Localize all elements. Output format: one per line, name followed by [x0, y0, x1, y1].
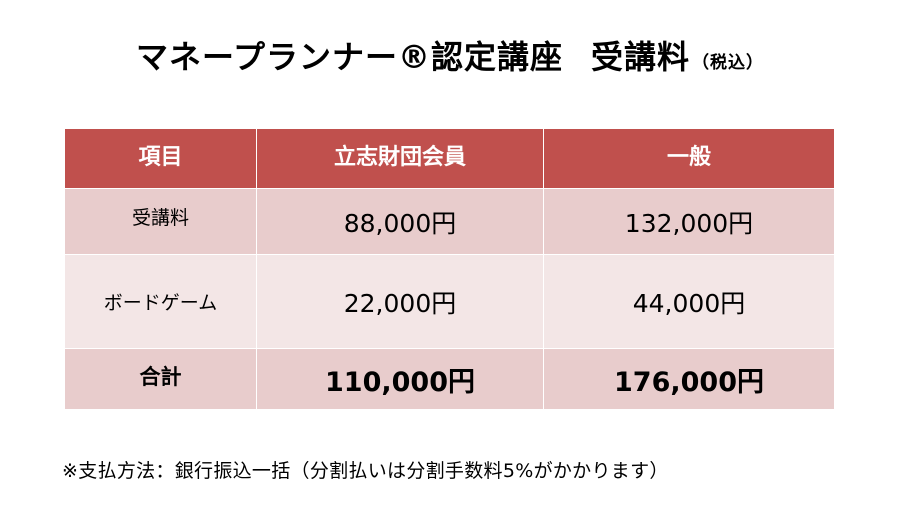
header-member: 立志財団会員	[256, 128, 544, 189]
header-item: 項目	[64, 128, 257, 189]
fee-table: 項目 立志財団会員 一般 受講料 88,000円 132,000円 ボードゲーム…	[64, 128, 835, 410]
row-label: 受講料	[64, 188, 257, 255]
table-row-total: 合計 110,000円 176,000円	[64, 348, 835, 410]
header-general: 一般	[543, 128, 835, 189]
payment-note: ※支払方法：銀行振込一括（分割払いは分割手数料5%がかかります）	[62, 460, 669, 482]
member-price: 22,000円	[256, 254, 544, 349]
member-price: 88,000円	[256, 188, 544, 255]
fee-title: 受講料	[591, 38, 691, 76]
general-price: 44,000円	[543, 254, 835, 349]
row-label: ボードゲーム	[64, 254, 257, 349]
page-title: マネープランナー®認定講座 受講料 （税込）	[0, 32, 900, 78]
tax-included-note: （税込）	[692, 53, 765, 73]
course-name: マネープランナー®認定講座	[135, 38, 564, 76]
table-header-row: 項目 立志財団会員 一般	[64, 128, 835, 189]
general-total: 176,000円	[543, 348, 835, 410]
table-row-boardgame: ボードゲーム 22,000円 44,000円	[64, 254, 835, 349]
row-label: 合計	[64, 348, 257, 410]
member-total: 110,000円	[256, 348, 544, 410]
table-row-tuition: 受講料 88,000円 132,000円	[64, 188, 835, 255]
general-price: 132,000円	[543, 188, 835, 255]
